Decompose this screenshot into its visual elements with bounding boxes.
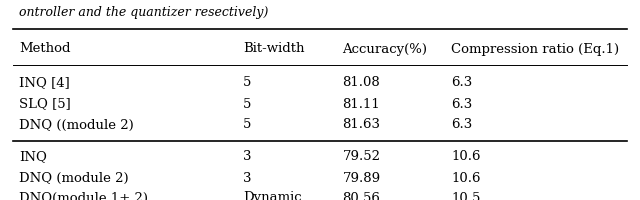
- Text: 81.08: 81.08: [342, 76, 380, 90]
- Text: 3: 3: [243, 150, 252, 164]
- Text: DNQ (module 2): DNQ (module 2): [19, 171, 129, 184]
- Text: 6.3: 6.3: [451, 76, 472, 90]
- Text: 81.63: 81.63: [342, 118, 380, 132]
- Text: 81.11: 81.11: [342, 98, 380, 110]
- Text: 3: 3: [243, 171, 252, 184]
- Text: 80.56: 80.56: [342, 192, 380, 200]
- Text: INQ [4]: INQ [4]: [19, 76, 70, 90]
- Text: 6.3: 6.3: [451, 118, 472, 132]
- Text: DNQ(module 1+ 2): DNQ(module 1+ 2): [19, 192, 148, 200]
- Text: DNQ ((module 2): DNQ ((module 2): [19, 118, 134, 132]
- Text: 10.6: 10.6: [451, 150, 481, 164]
- Text: SLQ [5]: SLQ [5]: [19, 98, 71, 110]
- Text: Method: Method: [19, 43, 70, 55]
- Text: Bit-width: Bit-width: [243, 43, 305, 55]
- Text: 5: 5: [243, 118, 252, 132]
- Text: 6.3: 6.3: [451, 98, 472, 110]
- Text: 10.6: 10.6: [451, 171, 481, 184]
- Text: 79.89: 79.89: [342, 171, 381, 184]
- Text: 79.52: 79.52: [342, 150, 380, 164]
- Text: ontroller and the quantizer resectively): ontroller and the quantizer resectively): [19, 6, 269, 19]
- Text: 5: 5: [243, 76, 252, 90]
- Text: Accuracy(%): Accuracy(%): [342, 43, 428, 55]
- Text: Compression ratio (Eq.1): Compression ratio (Eq.1): [451, 43, 620, 55]
- Text: INQ: INQ: [19, 150, 47, 164]
- Text: 5: 5: [243, 98, 252, 110]
- Text: 10.5: 10.5: [451, 192, 481, 200]
- Text: Dynamic: Dynamic: [243, 192, 302, 200]
